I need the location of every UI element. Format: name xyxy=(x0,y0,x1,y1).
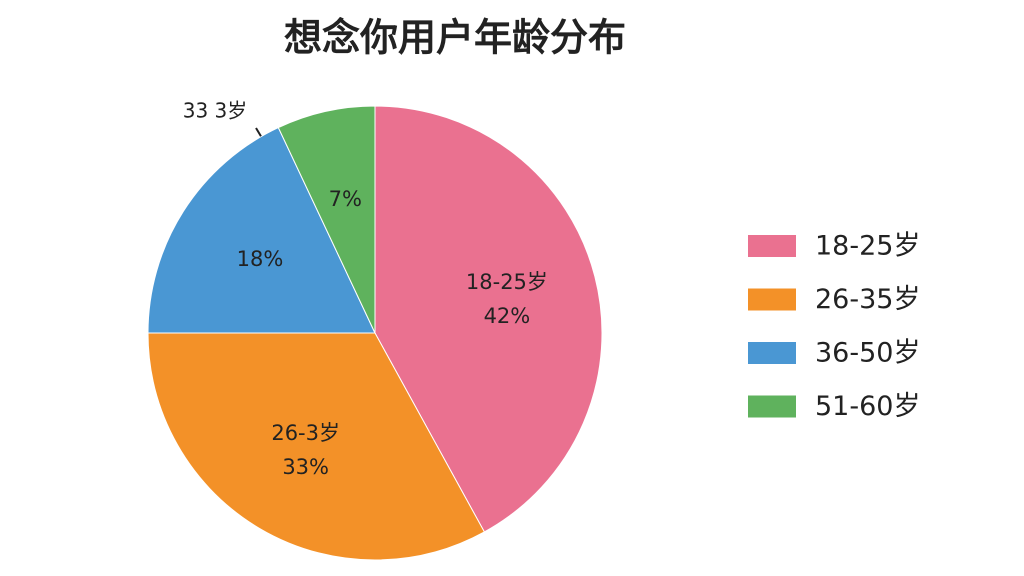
pie-slice xyxy=(147,126,376,334)
annotation: 33 3岁 xyxy=(183,99,248,123)
value-label: 42% xyxy=(484,304,531,328)
legend-label: 36-50岁 xyxy=(815,338,920,369)
legend-swatch xyxy=(748,235,796,257)
legend-swatch xyxy=(748,288,796,311)
pie-slice xyxy=(374,105,603,533)
pie-slice xyxy=(277,105,376,334)
value-label: 18% xyxy=(237,247,284,271)
legend-swatch xyxy=(748,342,796,364)
legend-swatch xyxy=(748,395,796,418)
slice-label: 26-3岁 xyxy=(271,421,340,445)
legend-label: 51-60岁 xyxy=(815,391,920,422)
value-label: 33% xyxy=(282,455,329,479)
value-label: 7% xyxy=(329,187,362,211)
pie-slice xyxy=(147,332,486,561)
chart-title: 想念你用户年龄分布 xyxy=(284,16,626,60)
legend-label: 26-35岁 xyxy=(815,284,920,315)
slice-label: 18-25岁 xyxy=(466,270,548,294)
legend-label: 18-25岁 xyxy=(815,231,920,262)
